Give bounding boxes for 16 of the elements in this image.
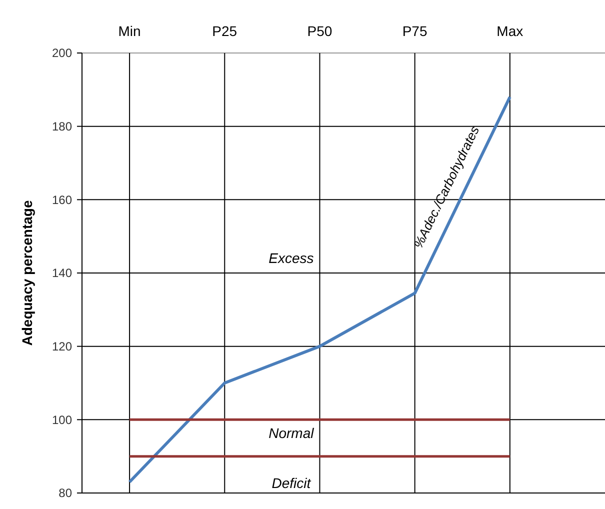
- y-tick-label: 160: [52, 192, 72, 207]
- y-tick-label: 140: [52, 266, 72, 280]
- y-tick-label: 100: [52, 412, 72, 427]
- x-tick-label: P50: [307, 23, 332, 39]
- y-tick-label: 120: [52, 340, 72, 354]
- annotation: Normal: [268, 424, 315, 441]
- x-tick-label: Max: [496, 23, 524, 39]
- annotation: Deficit: [272, 474, 312, 491]
- x-tick-label: P25: [212, 23, 238, 39]
- y-tick-label: 80: [58, 486, 72, 500]
- y-tick-label: 200: [52, 46, 72, 60]
- x-tick-label: P75: [402, 23, 428, 39]
- y-tick-label: 180: [52, 120, 72, 134]
- annotation: Excess: [268, 250, 314, 266]
- y-axis-title: Adequacy percentage: [19, 200, 35, 346]
- x-tick-label: Min: [118, 23, 141, 39]
